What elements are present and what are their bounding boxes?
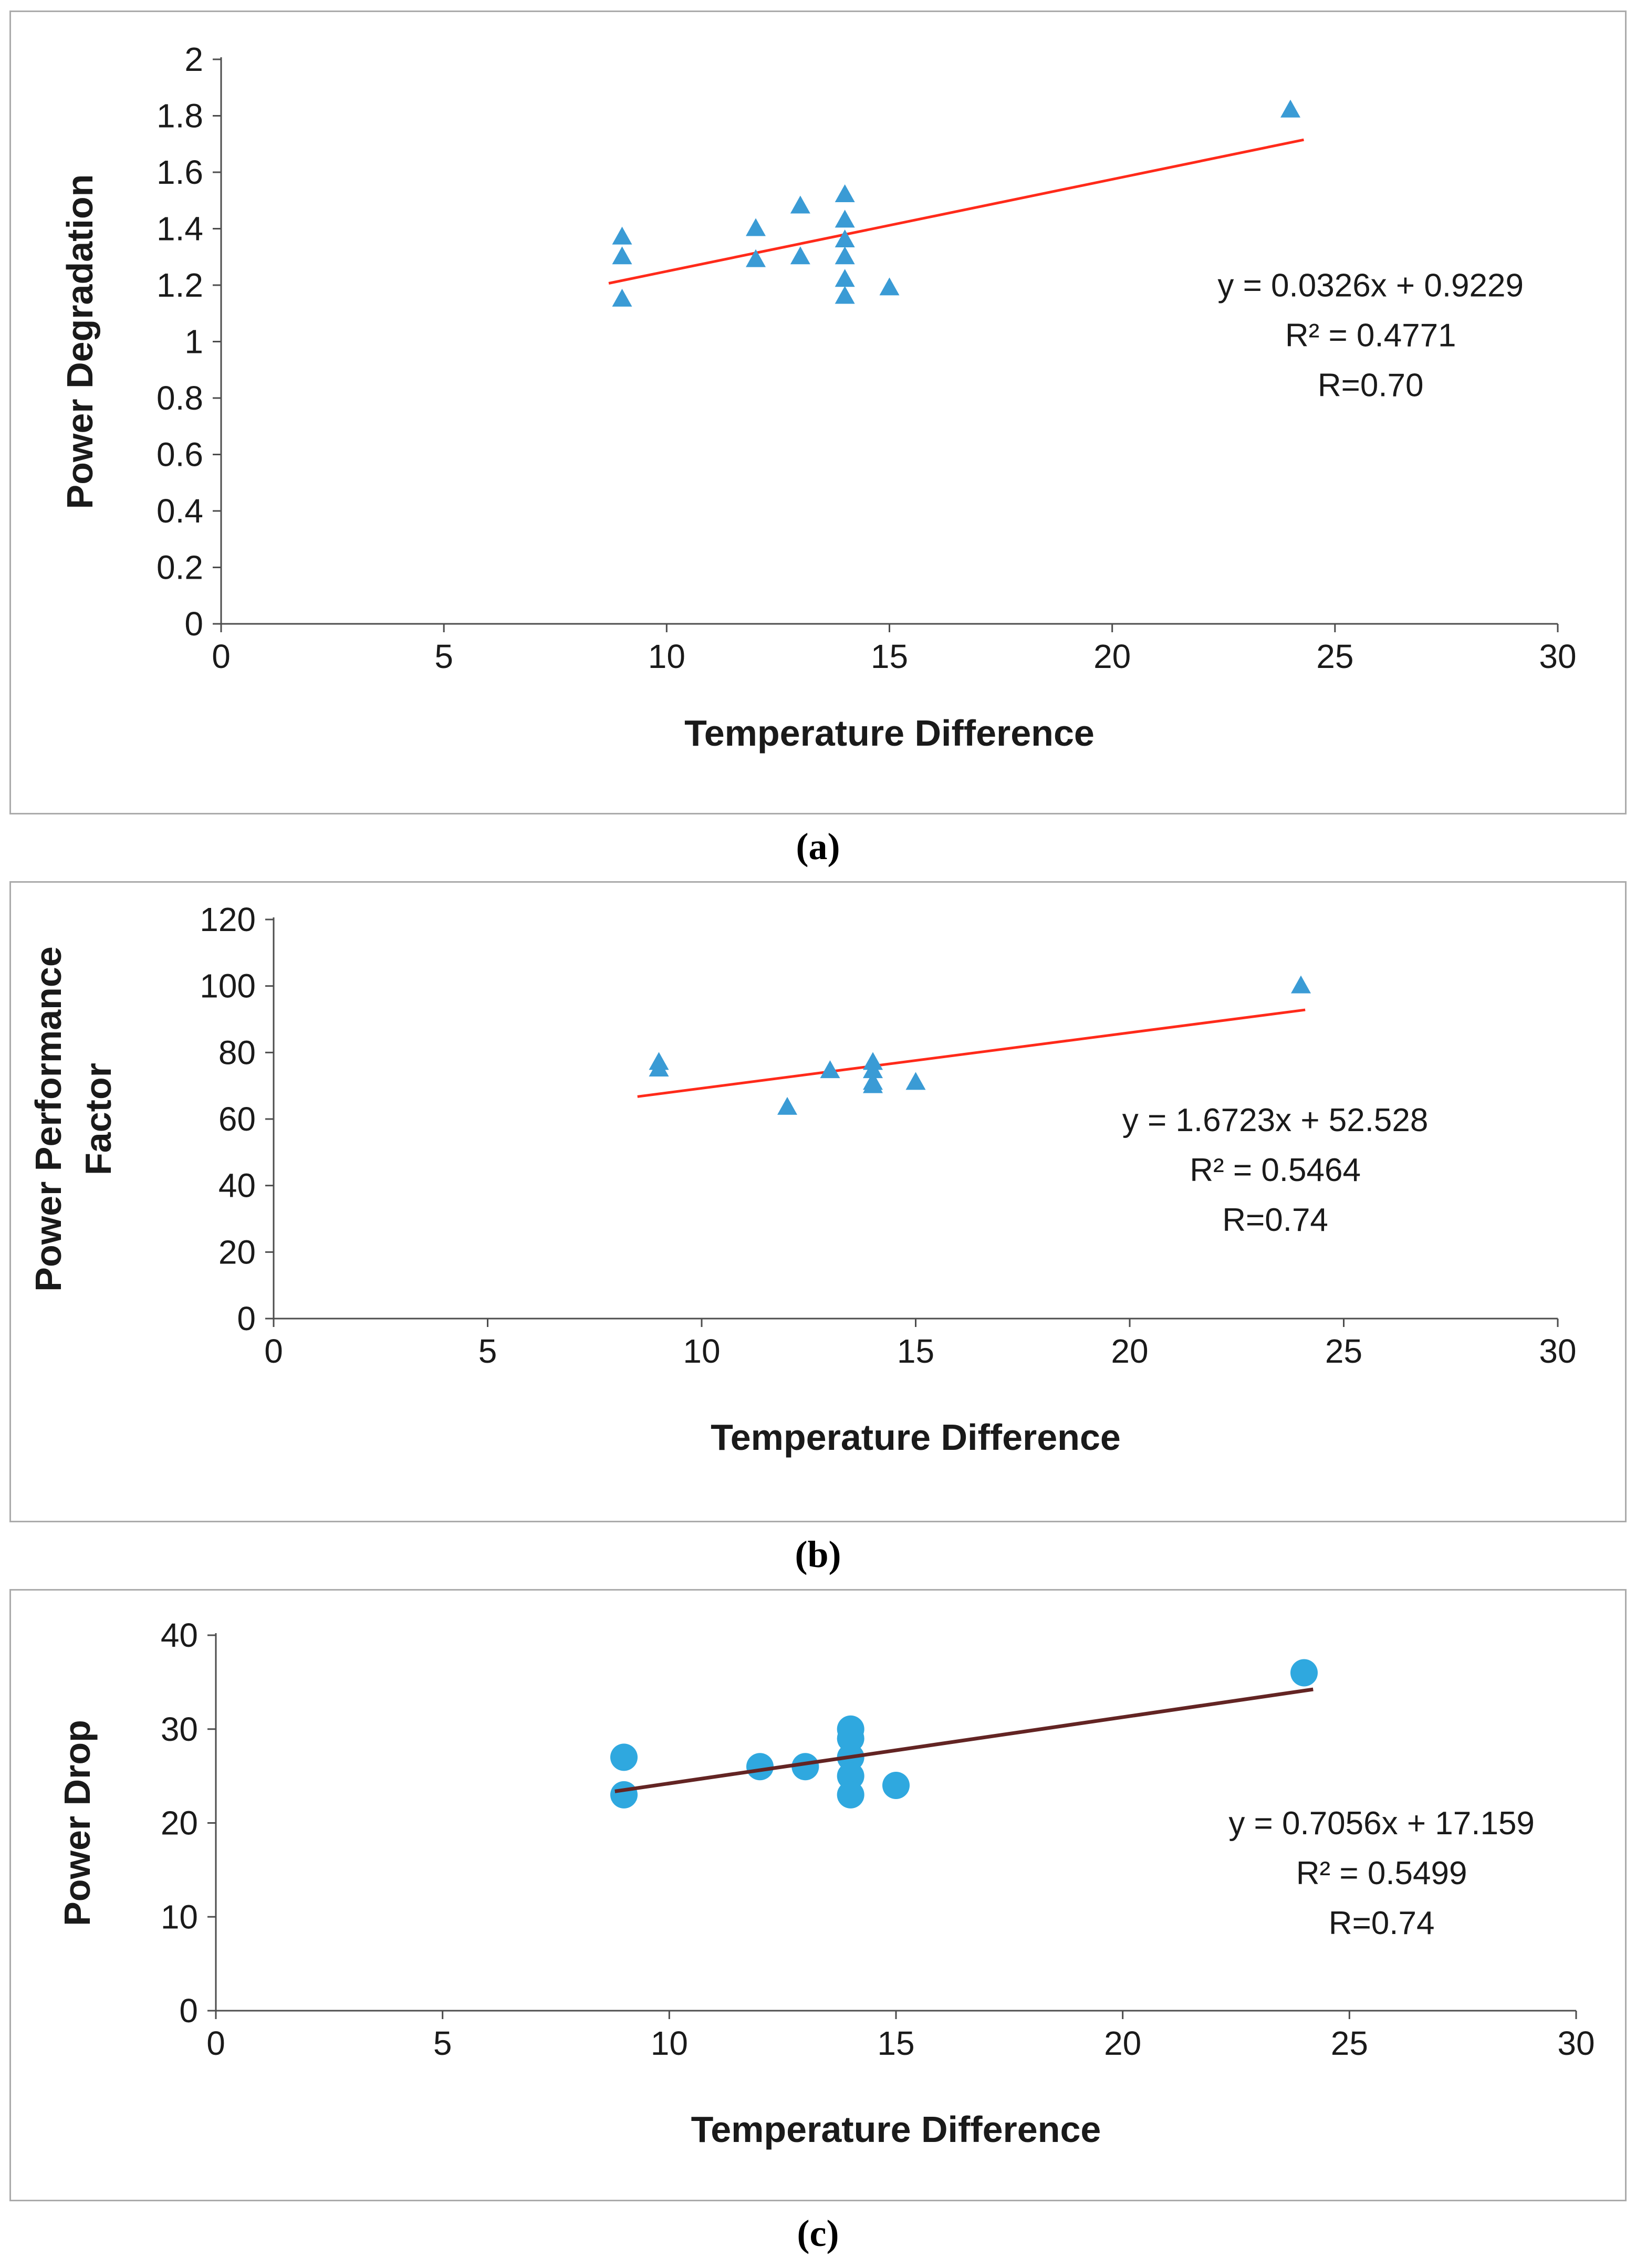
svg-text:25: 25: [1316, 637, 1353, 675]
chart-panel-c: 0 5 10 15 20 25 30 0 10 20 30 40 y = 0.7056x + 17.15…: [9, 1589, 1627, 2201]
svg-text:10: 10: [683, 1332, 720, 1370]
chart-panel-a: 0 5 10 15 20 25 30 0 0.2 0.4 0.6 0.8 1 1.2 1.4 1.6 1.8 2 y…: [9, 11, 1627, 814]
svg-text:5: 5: [433, 2024, 452, 2062]
svg-text:40: 40: [161, 1616, 198, 1654]
svg-text:15: 15: [871, 637, 908, 675]
svg-text:15: 15: [897, 1332, 934, 1370]
svg-text:25: 25: [1331, 2024, 1368, 2062]
svg-text:120: 120: [200, 901, 256, 938]
svg-text:Power Drop: Power Drop: [57, 1720, 98, 1926]
svg-text:y = 1.6723x + 52.528: y = 1.6723x + 52.528: [1122, 1102, 1429, 1138]
svg-text:R² = 0.4771: R² = 0.4771: [1285, 318, 1456, 354]
svg-text:1.8: 1.8: [157, 97, 203, 135]
scatter-chart-power-degradation: 0 5 10 15 20 25 30 0 0.2 0.4 0.6 0.8 1 1.2 1.4 1.6 1.8 2 y…: [59, 40, 1577, 754]
svg-text:1.4: 1.4: [157, 210, 203, 248]
svg-text:20: 20: [218, 1233, 256, 1271]
svg-text:R² = 0.5499: R² = 0.5499: [1296, 1855, 1467, 1891]
svg-text:1.6: 1.6: [157, 153, 203, 191]
svg-text:Temperature Difference: Temperature Difference: [691, 2109, 1101, 2150]
svg-text:1: 1: [184, 323, 203, 361]
svg-text:y = 0.7056x + 17.159: y = 0.7056x + 17.159: [1228, 1805, 1535, 1842]
svg-text:40: 40: [218, 1167, 256, 1205]
scatter-chart-power-drop: 0 5 10 15 20 25 30 0 10 20 30 40 y = 0.7056x + 17.15…: [57, 1616, 1595, 2150]
svg-text:R=0.74: R=0.74: [1222, 1202, 1328, 1238]
svg-text:60: 60: [218, 1100, 256, 1138]
svg-text:5: 5: [434, 637, 453, 675]
svg-text:10: 10: [161, 1898, 198, 1936]
svg-text:0: 0: [237, 1300, 256, 1337]
svg-text:0: 0: [212, 637, 231, 675]
svg-text:R=0.74: R=0.74: [1329, 1905, 1435, 1941]
svg-text:Power Degradation: Power Degradation: [59, 174, 100, 509]
svg-text:R=0.70: R=0.70: [1318, 368, 1424, 404]
svg-text:10: 10: [648, 637, 685, 675]
caption-b: (b): [795, 1533, 841, 1575]
svg-text:R² = 0.5464: R² = 0.5464: [1190, 1152, 1361, 1188]
svg-text:0: 0: [206, 2024, 225, 2062]
caption-c: (c): [797, 2212, 839, 2254]
svg-text:30: 30: [1557, 2024, 1595, 2062]
svg-text:30: 30: [1539, 1332, 1576, 1370]
svg-text:10: 10: [651, 2024, 688, 2062]
svg-text:30: 30: [1539, 637, 1576, 675]
caption-a: (a): [796, 825, 840, 868]
chart-panel-b: 0 5 10 15 20 25 30 0 20 40 60 80 100 120 y = 1.6723x +…: [9, 881, 1627, 1522]
svg-text:80: 80: [218, 1033, 256, 1071]
svg-text:25: 25: [1325, 1332, 1362, 1370]
svg-text:20: 20: [1111, 1332, 1148, 1370]
svg-text:y = 0.0326x + 0.9229: y = 0.0326x + 0.9229: [1217, 268, 1524, 304]
svg-text:20: 20: [1104, 2024, 1141, 2062]
svg-text:15: 15: [877, 2024, 914, 2062]
svg-text:0: 0: [264, 1332, 283, 1370]
svg-text:0: 0: [179, 1992, 198, 2030]
svg-text:0: 0: [184, 605, 203, 643]
svg-text:100: 100: [200, 967, 256, 1005]
svg-text:0.8: 0.8: [157, 379, 203, 417]
svg-text:30: 30: [161, 1710, 198, 1748]
svg-text:20: 20: [161, 1804, 198, 1842]
svg-text:Temperature Difference: Temperature Difference: [684, 713, 1095, 754]
svg-text:0.4: 0.4: [157, 492, 203, 530]
scatter-chart-power-performance-factor: 0 5 10 15 20 25 30 0 20 40 60 80 100 120 y = 1.6723x +…: [28, 901, 1577, 1458]
svg-text:Power Performance: Power Performance: [28, 946, 69, 1291]
svg-text:5: 5: [478, 1332, 497, 1370]
svg-text:0.6: 0.6: [157, 436, 203, 474]
svg-text:0.2: 0.2: [157, 549, 203, 587]
svg-text:Factor: Factor: [78, 1063, 119, 1175]
svg-text:2: 2: [184, 40, 203, 78]
svg-text:20: 20: [1093, 637, 1131, 675]
svg-text:1.2: 1.2: [157, 266, 203, 304]
svg-text:Temperature Difference: Temperature Difference: [711, 1417, 1121, 1458]
